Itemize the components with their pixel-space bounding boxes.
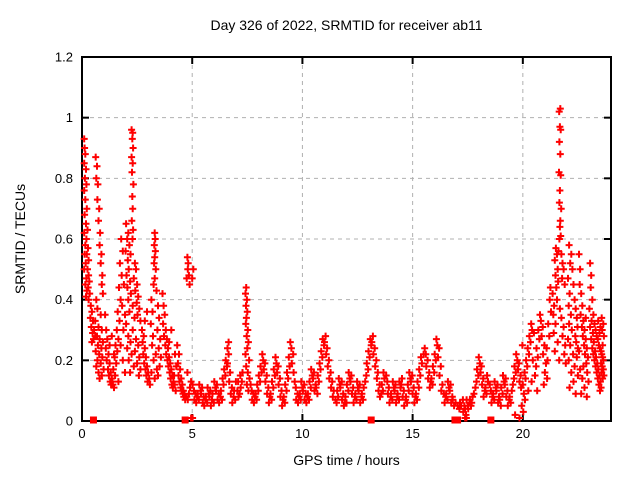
x-tick-label: 10	[295, 426, 309, 441]
x-tick-label: 5	[189, 426, 196, 441]
x-tick-label: 0	[78, 426, 85, 441]
plot-border	[81, 56, 612, 422]
x-axis-label: GPS time / hours	[293, 452, 400, 468]
y-axis-label: SRMTID / TECUs	[12, 183, 28, 295]
y-tick-label: 1	[66, 110, 73, 125]
scatter-points-plus	[80, 105, 608, 422]
x-tick-labels: 0 5 10 15 20	[78, 426, 530, 441]
y-tick-labels: 0 0.2 0.4 0.6 0.8 1 1.2	[55, 50, 73, 429]
scatter-points-square	[89, 416, 495, 424]
chart-title: Day 326 of 2022, SRMTID for receiver ab1…	[210, 17, 483, 33]
y-tick-label: 0.8	[55, 171, 73, 186]
x-tick-label: 20	[516, 426, 530, 441]
y-tick-label: 0.2	[55, 353, 73, 368]
y-tick-label: 0.6	[55, 232, 73, 247]
y-tick-label: 0	[66, 414, 73, 429]
y-tick-label: 0.4	[55, 292, 73, 307]
x-tick-label: 15	[405, 426, 419, 441]
y-tick-label: 1.2	[55, 50, 73, 65]
